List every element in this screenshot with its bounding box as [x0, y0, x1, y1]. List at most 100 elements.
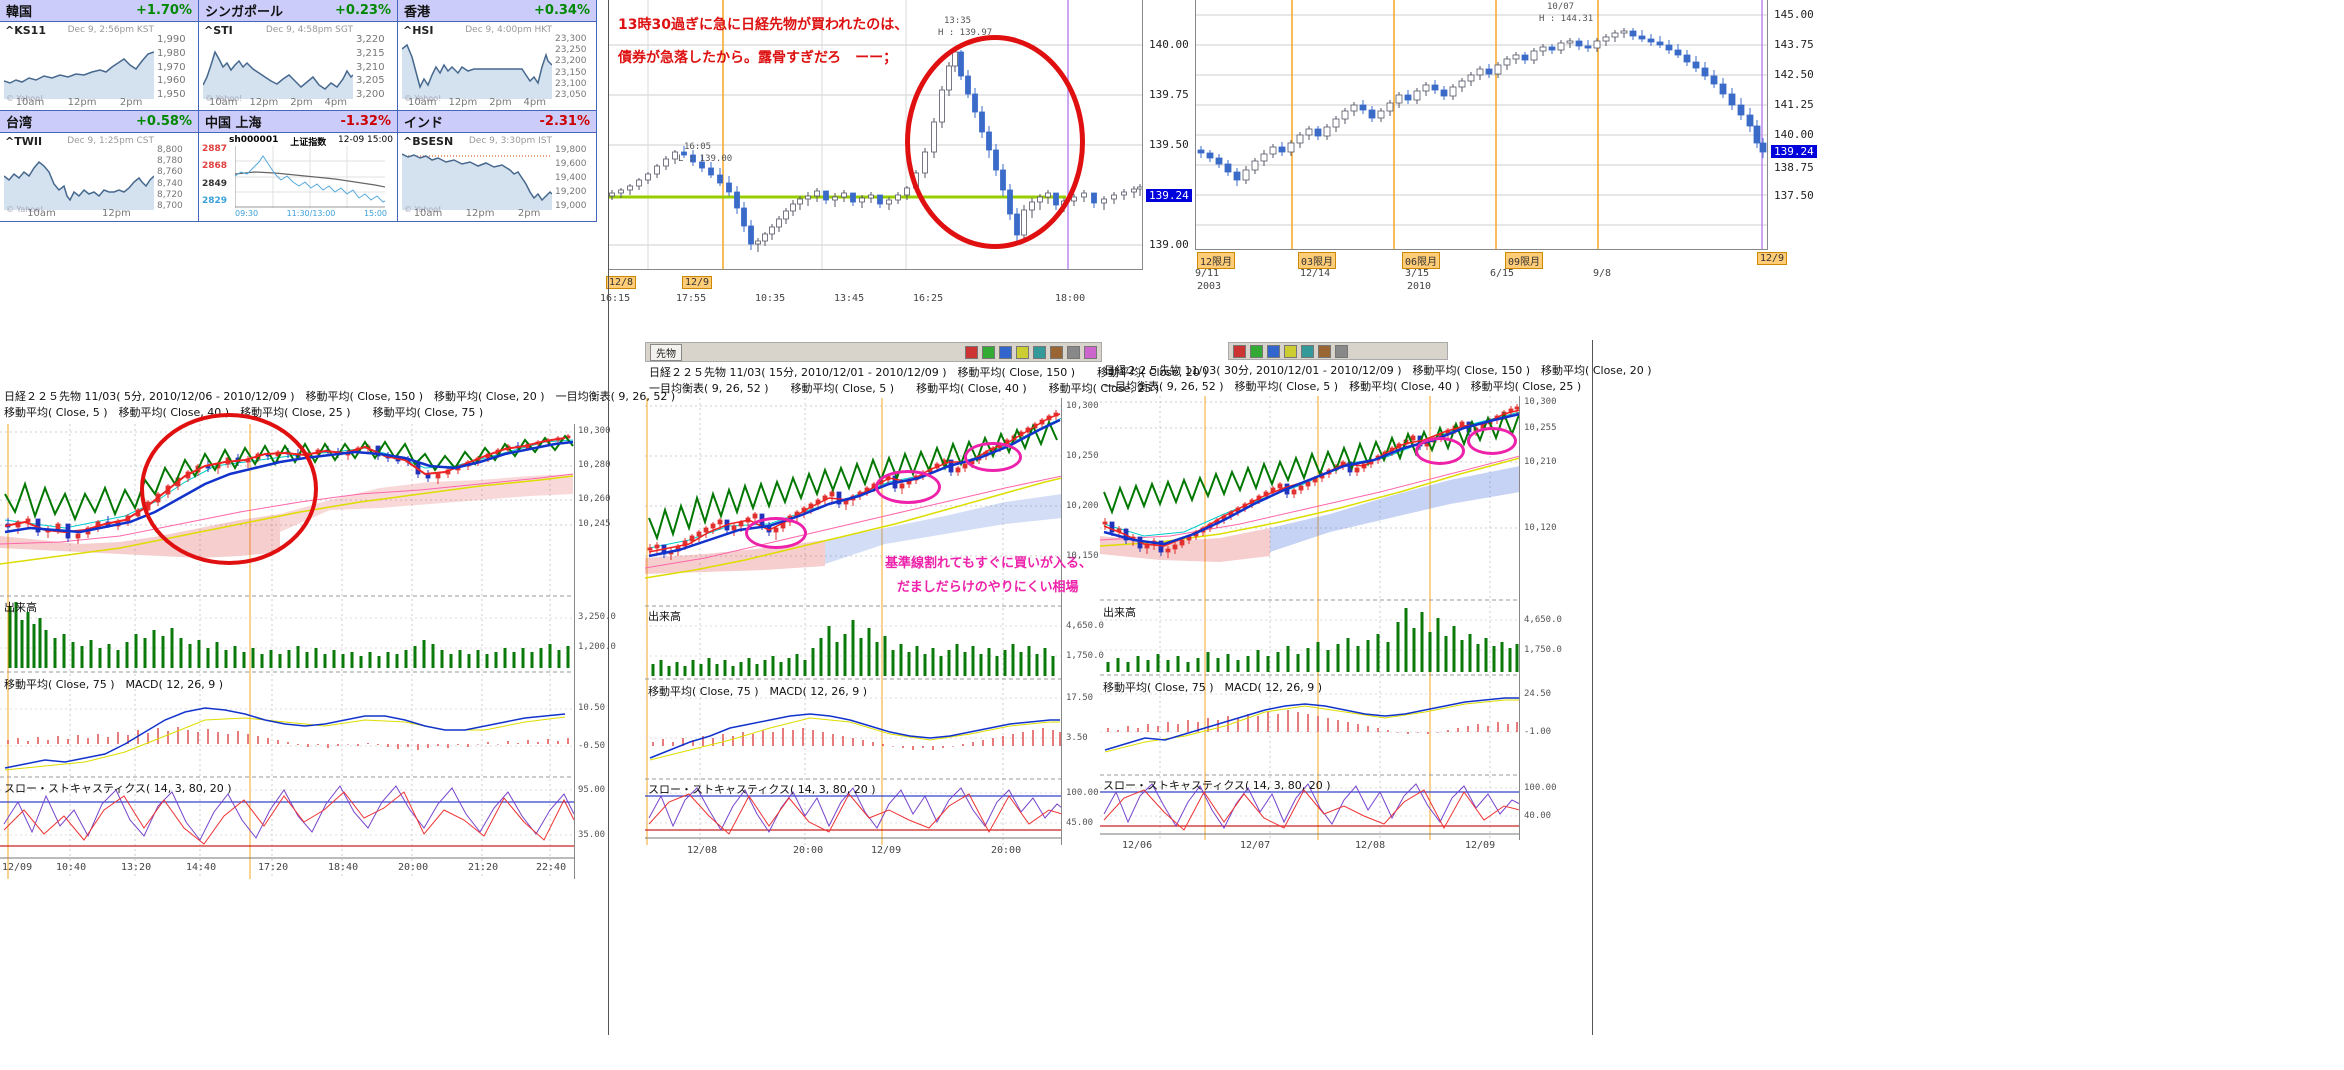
y-tick: 1,980 — [157, 47, 186, 59]
volume-tick: 1,200.0 — [578, 642, 616, 652]
y-tick: 139.75 — [1149, 88, 1189, 101]
toolbar-icon[interactable] — [982, 345, 995, 359]
y-tick: 8,720 — [157, 189, 183, 200]
chart-header-line2: 移動平均( Close, 5 ) 移動平均( Close, 40 ) 移動平均(… — [4, 406, 484, 419]
toolbar-icon[interactable] — [1318, 344, 1331, 358]
market-panel-singapore[interactable]: シンガポール +0.23% ^STI Dec 9, 4:58pm SGT 3,22… — [198, 0, 398, 111]
y-tick: 19,200 — [555, 187, 587, 197]
price-tick: 10,120 — [1524, 523, 1557, 533]
y-tick: 1,970 — [157, 61, 186, 73]
stoch-tick: 100.00 — [1524, 783, 1557, 793]
toolbar-icon[interactable] — [999, 345, 1012, 359]
pink-circle-annotation — [1415, 437, 1465, 465]
y-tick: 23,300 — [555, 34, 587, 44]
year-label: 2010 — [1407, 281, 1432, 292]
x-tick: 16:15 — [600, 293, 631, 304]
y-tick: 19,400 — [555, 173, 587, 183]
y-tick: 137.50 — [1774, 189, 1814, 202]
yahoo-watermark: © Yahoo! — [404, 94, 442, 103]
high-marker-time: 13:35 — [944, 16, 972, 26]
macd-tick: -1.00 — [1524, 727, 1552, 737]
y-tick: 3,210 — [356, 61, 385, 73]
x-tick: 12pm — [448, 97, 478, 108]
pink-circle-annotation — [1467, 427, 1517, 455]
market-panel-india[interactable]: インド -2.31% ^BSESN Dec 9, 3:30pm IST 19,80… — [397, 110, 597, 222]
x-tick: 12/08 — [687, 845, 718, 856]
price-tick: 10,255 — [1524, 423, 1557, 433]
y-tick: 3,205 — [356, 75, 385, 87]
price-tick: 10,245 — [578, 519, 611, 529]
x-tick: 12/14 — [1300, 268, 1331, 279]
x-tick: 15:00 — [363, 209, 387, 218]
toolbar-icon[interactable] — [1067, 345, 1080, 359]
peak-marker-date: 10/07 — [1547, 2, 1575, 12]
x-tick: 09:30 — [235, 209, 259, 218]
market-name: 韓国 — [6, 5, 33, 20]
y-tick: 139.50 — [1149, 138, 1189, 151]
x-tick: 10:40 — [56, 862, 87, 873]
macd-pane-label: 移動平均( Close, 75 ) MACD( 12, 26, 9 ) — [4, 678, 224, 691]
price-tick: 10,300 — [1066, 401, 1099, 411]
toolbar-icon[interactable] — [1301, 344, 1314, 358]
x-tick: 12/08 — [1355, 840, 1386, 851]
ticker-symbol: ^BSESN — [403, 135, 454, 148]
annotation-pink-line2: だましだらけのやりにくい相場 — [897, 580, 1079, 595]
low-marker-price: L : 139.00 — [678, 154, 733, 164]
toolbar-icon[interactable] — [1050, 345, 1063, 359]
x-tick: 12/09 — [871, 845, 902, 856]
toolbar-icon[interactable] — [1016, 345, 1029, 359]
change-badge: +0.58% — [136, 114, 192, 129]
y-tick: 140.00 — [1149, 38, 1189, 51]
x-tick: 12pm — [67, 97, 97, 108]
x-tick: 20:00 — [398, 862, 429, 873]
y-tick: 8,740 — [157, 178, 183, 189]
market-panel-taiwan[interactable]: 台湾 +0.58% ^TWII Dec 9, 1:25pm CST 8,800 8,… — [0, 110, 199, 222]
quote-timestamp: Dec 9, 4:00pm HKT — [465, 25, 552, 35]
x-tick: 13:45 — [834, 293, 865, 304]
y-tick: 1,950 — [157, 89, 186, 100]
red-circle-annotation — [140, 413, 318, 565]
pink-circle-annotation — [875, 470, 941, 504]
market-name: 台湾 — [6, 116, 33, 131]
tab-futures[interactable]: 先物 — [650, 343, 682, 361]
x-tick: 10am — [27, 208, 56, 219]
volume-tick: 1,750.0 — [1066, 651, 1104, 661]
x-tick: 2pm — [489, 97, 512, 108]
toolbar-icon[interactable] — [1250, 344, 1263, 358]
market-panel-hongkong[interactable]: 香港 +0.34% ^HSI Dec 9, 4:00pm HKT 23,300 23… — [397, 0, 597, 111]
toolbar-icon[interactable] — [1284, 344, 1297, 358]
annotation-red-line1: 13時30過ぎに急に日経先物が買われたのは、 — [618, 17, 909, 33]
x-tick: 17:20 — [258, 862, 289, 873]
price-tick: 10,260 — [578, 494, 611, 504]
macd-pane-label: 移動平均( Close, 75 ) MACD( 12, 26, 9 ) — [648, 685, 868, 698]
toolbar-icon[interactable] — [1335, 344, 1348, 358]
toolbar-icon[interactable] — [1267, 344, 1280, 358]
ticker-symbol: ^STI — [204, 24, 233, 37]
toolbar-icon[interactable] — [1033, 345, 1046, 359]
volume-tick: 4,650.0 — [1524, 615, 1562, 625]
x-tick: 17:55 — [676, 293, 707, 304]
stoch-tick: 35.00 — [578, 830, 606, 840]
x-tick: 10am — [407, 97, 437, 108]
x-tick: 2pm — [290, 97, 313, 108]
last-price-badge: 139.24 — [1771, 145, 1817, 158]
toolbar-icon[interactable] — [1084, 345, 1097, 359]
quote-timestamp: Dec 9, 3:30pm IST — [468, 136, 552, 146]
market-panel-shanghai[interactable]: 中国 上海 -1.32% sh000001 上证指数 12-09 15:00 2887… — [198, 110, 398, 222]
y-tick: 19,000 — [555, 201, 587, 211]
change-badge: -2.31% — [539, 114, 591, 129]
toolbar-icon[interactable] — [1233, 344, 1246, 358]
toolbar-icon[interactable] — [965, 345, 978, 359]
y-tick: 8,760 — [157, 167, 183, 178]
jgb-longterm-chart: 10/07 H : 144.31 145.00 143.75 142.50 14… — [1195, 0, 1845, 300]
red-circle-annotation — [905, 35, 1085, 249]
y-tick: 8,780 — [157, 156, 183, 167]
x-tick: 12/07 — [1240, 840, 1271, 851]
y-tick: 3,220 — [356, 34, 385, 45]
macd-tick: -0.50 — [578, 741, 606, 751]
x-tick: 10am — [15, 97, 45, 108]
y-tick: 23,050 — [555, 89, 587, 100]
x-tick: 3/15 — [1405, 268, 1430, 279]
contract-tag: 12限月 — [1197, 252, 1236, 269]
market-panel-korea[interactable]: 韓国 +1.70% ^KS11 Dec 9, 2:56pm KST 1,990 1,… — [0, 0, 199, 111]
